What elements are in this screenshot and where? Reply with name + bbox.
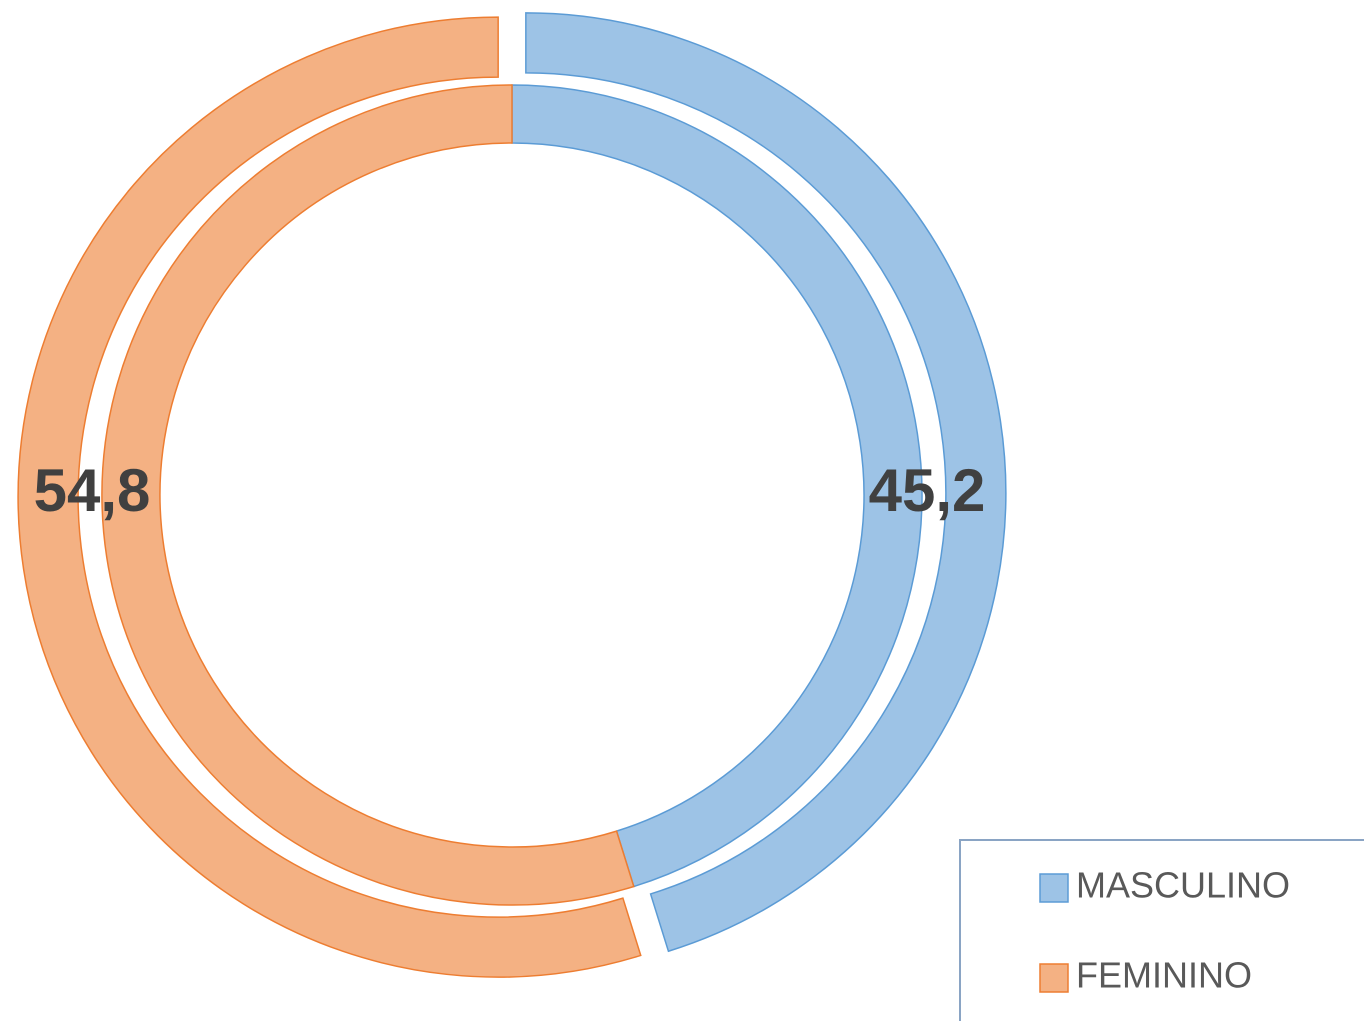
legend-swatch <box>1039 873 1069 903</box>
legend-box <box>959 839 1364 1021</box>
doughnut-segment <box>17 16 642 978</box>
doughnut-segment <box>525 12 1007 953</box>
value-label: 45,2 <box>869 457 986 524</box>
doughnut-segment <box>101 84 635 906</box>
doughnut-segment <box>511 84 923 888</box>
legend-swatch <box>1039 963 1069 993</box>
legend-label: MASCULINO <box>1076 865 1290 906</box>
legend-label: FEMININO <box>1076 955 1252 996</box>
value-label: 54,8 <box>34 457 151 524</box>
